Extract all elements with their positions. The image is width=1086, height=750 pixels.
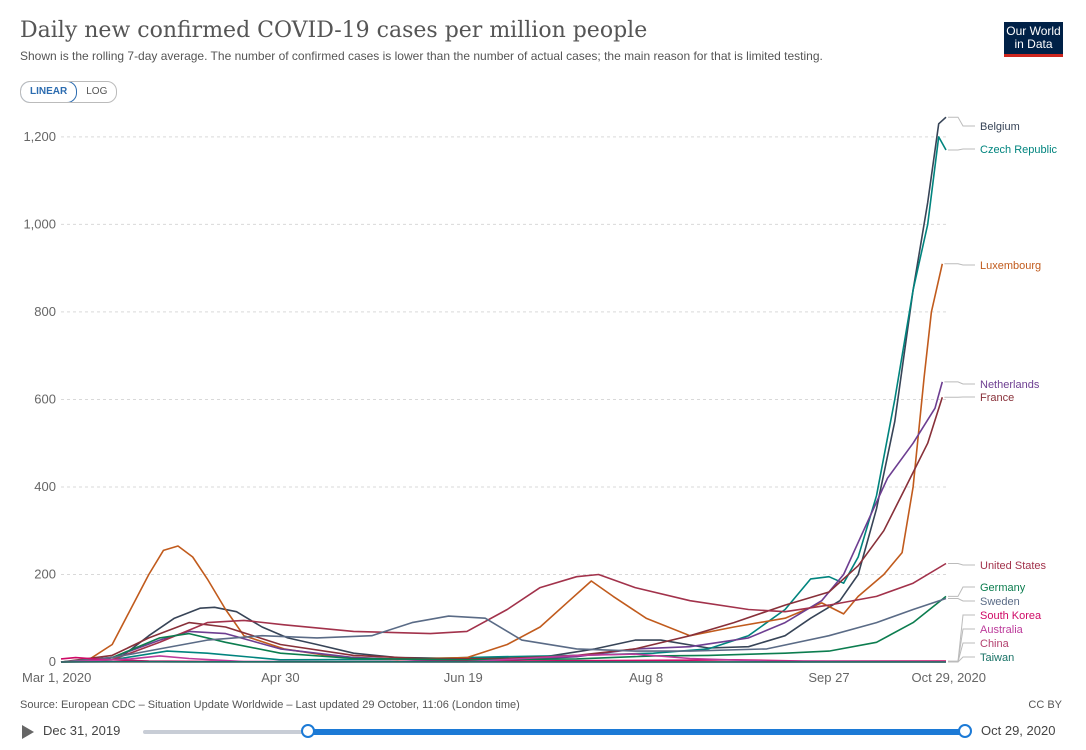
x-tick-label: Apr 30 [261, 670, 299, 685]
legend-label-australia: Australia [980, 624, 1024, 636]
legend-connector-south-korea [948, 614, 975, 662]
timeline-selected-range[interactable] [308, 729, 966, 735]
scale-toggle: LINEAR LOG [20, 81, 118, 103]
y-tick-label: 0 [49, 654, 56, 669]
series-line-belgium [60, 116, 947, 663]
legend-connector-luxembourg [944, 263, 975, 266]
legend-connector-czech-republic [948, 148, 975, 151]
timeline-end-label: Oct 29, 2020 [981, 723, 1056, 738]
legend-label-czech-republic: Czech Republic [980, 144, 1058, 156]
x-tick-label: Aug 8 [629, 670, 663, 685]
y-tick-label: 1,200 [23, 129, 56, 144]
series-line-netherlands [60, 381, 944, 663]
source-note[interactable]: Source: European CDC – Situation Update … [20, 699, 520, 711]
x-tick-label: Mar 1, 2020 [22, 670, 91, 685]
y-tick-label: 400 [34, 479, 56, 494]
y-tick-label: 600 [34, 391, 56, 406]
logo-line-2: in Data [1014, 37, 1053, 51]
owid-logo[interactable]: Our World in Data [1004, 22, 1063, 57]
legend-label-france: France [980, 392, 1014, 404]
line-chart: 0 200 400 600 800 1,000 1,200 Mar 1, 2020 Apr 30… [22, 116, 1058, 685]
legend-label-belgium: Belgium [980, 121, 1020, 133]
timeline-start-handle[interactable] [301, 724, 315, 738]
legend-label-germany: Germany [980, 582, 1026, 594]
timeline-start-label: Dec 31, 2019 [43, 723, 121, 738]
legend-connector-belgium [948, 116, 975, 127]
linear-scale-button[interactable]: LINEAR [21, 82, 78, 102]
timeline: Dec 31, 2019 Oct 29, 2020 [0, 716, 1086, 750]
chart-title: Daily new confirmed COVID-19 cases per m… [20, 18, 648, 43]
y-tick-label: 800 [34, 304, 56, 319]
legend-label-south-korea: South Korea [980, 610, 1042, 622]
legend-connector-netherlands [944, 381, 975, 385]
logo-line-1: Our World [1006, 24, 1061, 38]
series-line-france [60, 397, 944, 663]
legend-label-sweden: Sweden [980, 596, 1020, 608]
series-line-czech-republic [60, 136, 947, 663]
x-tick-label: Oct 29, 2020 [912, 670, 986, 685]
legend-connector-germany [948, 586, 975, 597]
license-link[interactable]: CC BY [1028, 699, 1062, 711]
timeline-end-handle[interactable] [958, 724, 972, 738]
x-tick-label: Sep 27 [808, 670, 849, 685]
play-icon[interactable] [22, 725, 34, 739]
y-tick-label: 200 [34, 566, 56, 581]
legend-label-china: China [980, 638, 1010, 650]
legend-connector-sweden [948, 598, 975, 602]
x-tick-label: Jun 19 [444, 670, 483, 685]
legend-label-netherlands: Netherlands [980, 379, 1040, 391]
y-tick-label: 1,000 [23, 216, 56, 231]
series-line-united-states [60, 562, 947, 663]
series-line-luxembourg [60, 263, 944, 663]
series-line-sweden [60, 597, 947, 663]
legend-connector-taiwan [948, 656, 975, 663]
legend-label-luxembourg: Luxembourg [980, 260, 1041, 272]
log-scale-button[interactable]: LOG [86, 86, 108, 97]
legend-label-united-states: United States [980, 560, 1047, 572]
chart-subtitle: Shown is the rolling 7-day average. The … [20, 49, 823, 63]
legend-connector-united-states [948, 563, 975, 566]
legend-label-taiwan: Taiwan [980, 652, 1014, 664]
